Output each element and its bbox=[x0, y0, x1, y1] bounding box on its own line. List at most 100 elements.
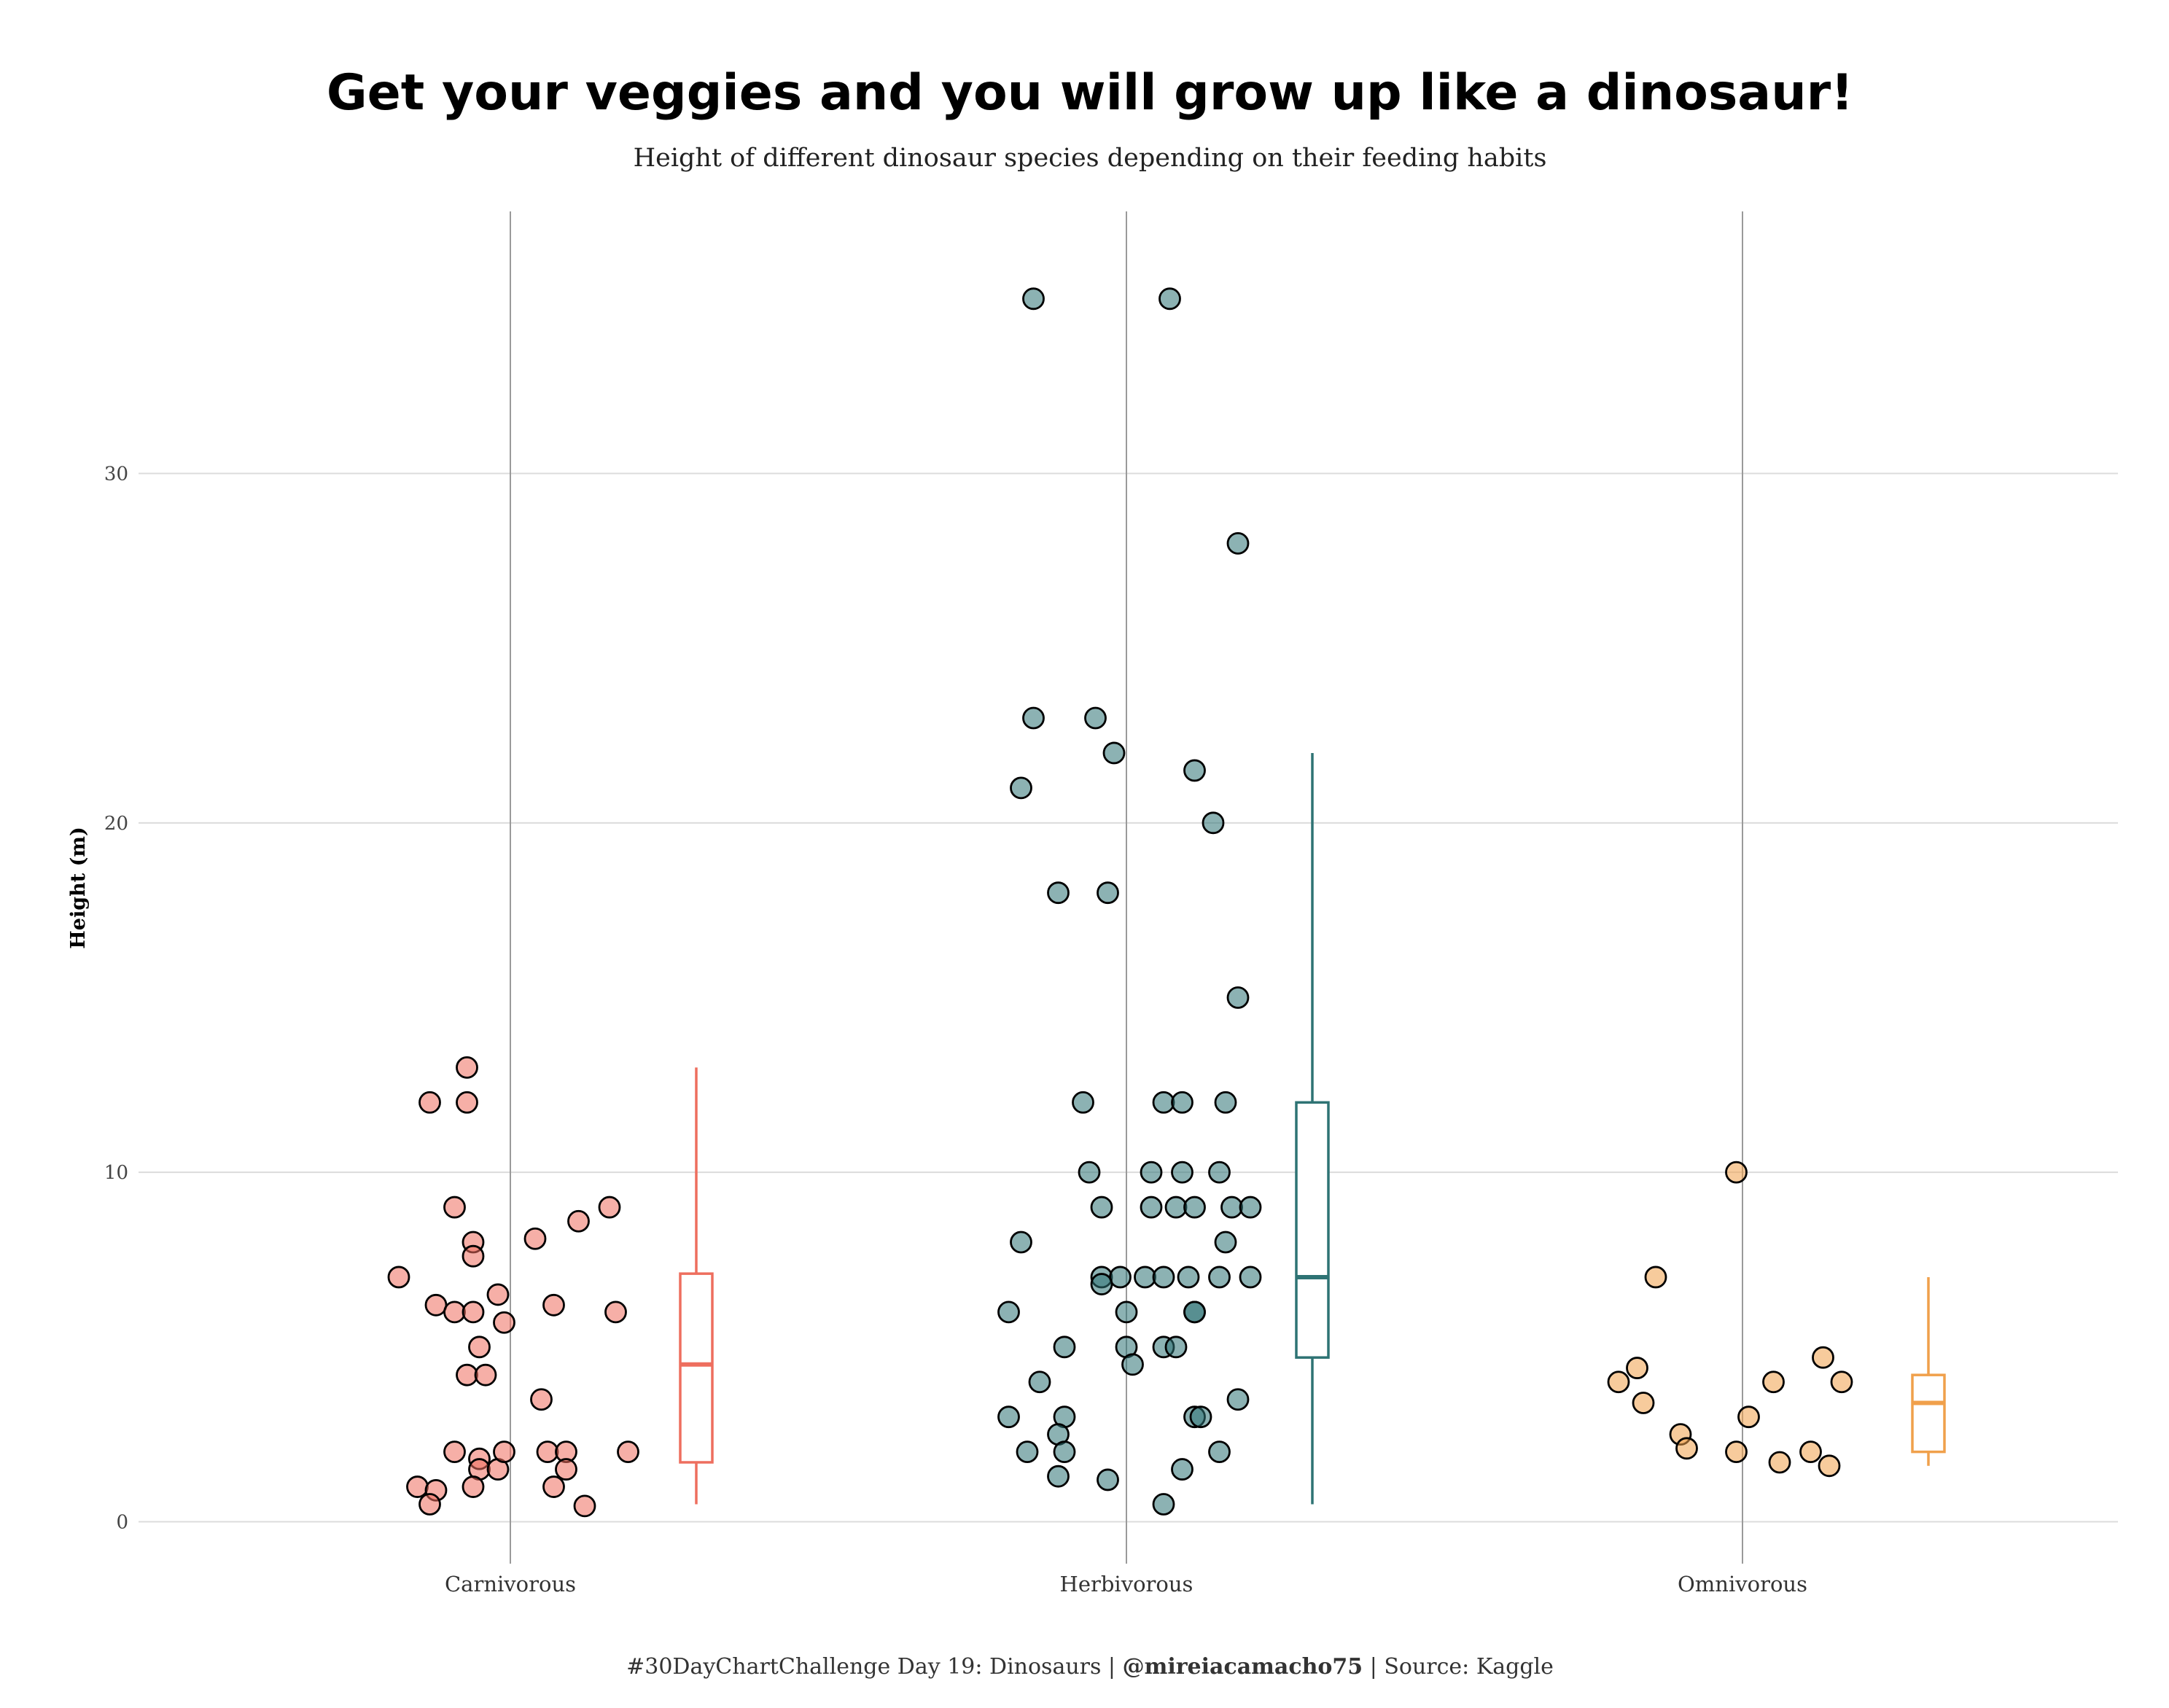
point-carnivorous-0 bbox=[387, 1266, 410, 1289]
point-herbivorous-58 bbox=[1152, 1493, 1175, 1516]
point-herbivorous-53 bbox=[1053, 1440, 1076, 1464]
point-herbivorous-23 bbox=[1183, 1196, 1206, 1219]
caption-suffix: | Source: Kaggle bbox=[1363, 1654, 1554, 1680]
point-omnivorous-0 bbox=[1725, 1161, 1748, 1184]
y-axis-ticks: 0 10 20 30 bbox=[104, 463, 128, 1533]
caption: #30DayChartChallenge Day 19: Dinosaurs |… bbox=[626, 1654, 1554, 1680]
point-herbivorous-2 bbox=[1226, 531, 1250, 555]
point-carnivorous-26 bbox=[536, 1440, 559, 1464]
point-omnivorous-11 bbox=[1725, 1440, 1748, 1464]
point-herbivorous-56 bbox=[1047, 1465, 1070, 1488]
point-herbivorous-34 bbox=[1239, 1266, 1262, 1289]
point-omnivorous-7 bbox=[1830, 1370, 1853, 1394]
point-herbivorous-36 bbox=[997, 1301, 1020, 1324]
point-herbivorous-57 bbox=[1097, 1468, 1119, 1491]
point-carnivorous-10 bbox=[456, 1056, 478, 1079]
point-carnivorous-19 bbox=[474, 1363, 497, 1387]
point-herbivorous-9 bbox=[1047, 881, 1070, 905]
point-herbivorous-39 bbox=[1183, 1301, 1206, 1324]
point-herbivorous-18 bbox=[1171, 1161, 1193, 1184]
point-herbivorous-7 bbox=[1183, 759, 1206, 782]
point-herbivorous-29 bbox=[1109, 1266, 1132, 1289]
point-herbivorous-37 bbox=[1115, 1301, 1138, 1324]
point-omnivorous-2 bbox=[1626, 1357, 1648, 1379]
point-omnivorous-5 bbox=[1762, 1370, 1785, 1394]
point-herbivorous-30 bbox=[1134, 1266, 1156, 1289]
point-carnivorous-11 bbox=[443, 1196, 466, 1219]
data-points bbox=[387, 287, 1853, 1518]
point-herbivorous-1 bbox=[1159, 287, 1181, 311]
point-herbivorous-52 bbox=[1016, 1440, 1039, 1464]
box-carnivorous bbox=[679, 1272, 714, 1464]
y-axis-title: Height (m) bbox=[67, 827, 90, 948]
point-carnivorous-13 bbox=[462, 1244, 485, 1268]
point-omnivorous-14 bbox=[1818, 1454, 1841, 1478]
point-carnivorous-16 bbox=[598, 1196, 621, 1219]
point-herbivorous-50 bbox=[1189, 1405, 1212, 1429]
box-omnivorous bbox=[1911, 1373, 1946, 1454]
y-tick-label-0: 0 bbox=[116, 1511, 128, 1533]
point-herbivorous-4 bbox=[1084, 706, 1107, 730]
boxplots bbox=[679, 752, 1946, 1505]
point-carnivorous-35 bbox=[617, 1440, 639, 1464]
chart-title: Get your veggies and you will grow up li… bbox=[327, 64, 1853, 122]
point-carnivorous-7 bbox=[604, 1301, 627, 1324]
point-carnivorous-6 bbox=[542, 1293, 565, 1317]
point-carnivorous-18 bbox=[456, 1363, 478, 1387]
point-carnivorous-30 bbox=[406, 1475, 429, 1498]
caption-prefix: #30DayChartChallenge Day 19: Dinosaurs | bbox=[626, 1654, 1122, 1680]
point-carnivorous-29 bbox=[542, 1475, 565, 1498]
point-herbivorous-31 bbox=[1152, 1266, 1175, 1289]
point-omnivorous-1 bbox=[1644, 1266, 1667, 1289]
point-carnivorous-15 bbox=[567, 1209, 590, 1233]
point-carnivorous-5 bbox=[493, 1311, 515, 1334]
point-carnivorous-14 bbox=[523, 1227, 547, 1250]
point-omnivorous-13 bbox=[1799, 1440, 1822, 1464]
point-herbivorous-27 bbox=[1214, 1231, 1237, 1254]
point-herbivorous-43 bbox=[1164, 1335, 1188, 1359]
x-axis-labels: Carnivorous Herbivorous Omnivorous bbox=[445, 1572, 1807, 1596]
y-tick-label-20: 20 bbox=[104, 813, 128, 835]
point-carnivorous-17 bbox=[468, 1335, 491, 1359]
point-herbivorous-40 bbox=[1053, 1335, 1076, 1359]
point-herbivorous-25 bbox=[1239, 1196, 1262, 1219]
point-herbivorous-6 bbox=[1010, 776, 1032, 800]
caption-handle: @mireiacamacho75 bbox=[1123, 1654, 1363, 1680]
point-herbivorous-33 bbox=[1208, 1266, 1231, 1289]
point-herbivorous-21 bbox=[1140, 1196, 1163, 1219]
point-herbivorous-8 bbox=[1202, 811, 1225, 835]
point-herbivorous-24 bbox=[1220, 1196, 1243, 1219]
y-tick-label-30: 30 bbox=[104, 463, 128, 485]
point-carnivorous-3 bbox=[462, 1301, 485, 1324]
point-carnivorous-1 bbox=[424, 1293, 448, 1317]
point-carnivorous-28 bbox=[555, 1458, 577, 1481]
y-tick-label-10: 10 bbox=[104, 1162, 128, 1184]
point-herbivorous-47 bbox=[997, 1405, 1020, 1429]
point-herbivorous-14 bbox=[1171, 1091, 1193, 1114]
point-herbivorous-10 bbox=[1097, 881, 1119, 905]
point-herbivorous-32 bbox=[1177, 1266, 1200, 1289]
point-omnivorous-4 bbox=[1632, 1392, 1655, 1414]
point-herbivorous-12 bbox=[1072, 1091, 1094, 1114]
point-herbivorous-46 bbox=[1226, 1388, 1250, 1411]
point-omnivorous-10 bbox=[1675, 1437, 1698, 1460]
point-herbivorous-16 bbox=[1078, 1161, 1101, 1184]
point-herbivorous-19 bbox=[1208, 1161, 1231, 1184]
point-carnivorous-25 bbox=[493, 1440, 515, 1464]
point-carnivorous-20 bbox=[530, 1388, 553, 1411]
point-omnivorous-12 bbox=[1768, 1451, 1791, 1474]
point-herbivorous-26 bbox=[1010, 1231, 1032, 1254]
point-herbivorous-13 bbox=[1152, 1091, 1175, 1114]
point-carnivorous-2 bbox=[443, 1301, 466, 1324]
point-carnivorous-33 bbox=[462, 1475, 485, 1498]
x-tick-label-herbivorous: Herbivorous bbox=[1060, 1572, 1193, 1596]
point-carnivorous-9 bbox=[456, 1091, 478, 1114]
point-herbivorous-35 bbox=[1090, 1273, 1113, 1295]
point-carnivorous-34 bbox=[573, 1494, 596, 1518]
point-herbivorous-15 bbox=[1214, 1091, 1237, 1114]
point-herbivorous-55 bbox=[1171, 1458, 1193, 1481]
point-herbivorous-20 bbox=[1090, 1196, 1113, 1219]
point-herbivorous-5 bbox=[1102, 741, 1126, 765]
point-carnivorous-4 bbox=[486, 1283, 510, 1306]
